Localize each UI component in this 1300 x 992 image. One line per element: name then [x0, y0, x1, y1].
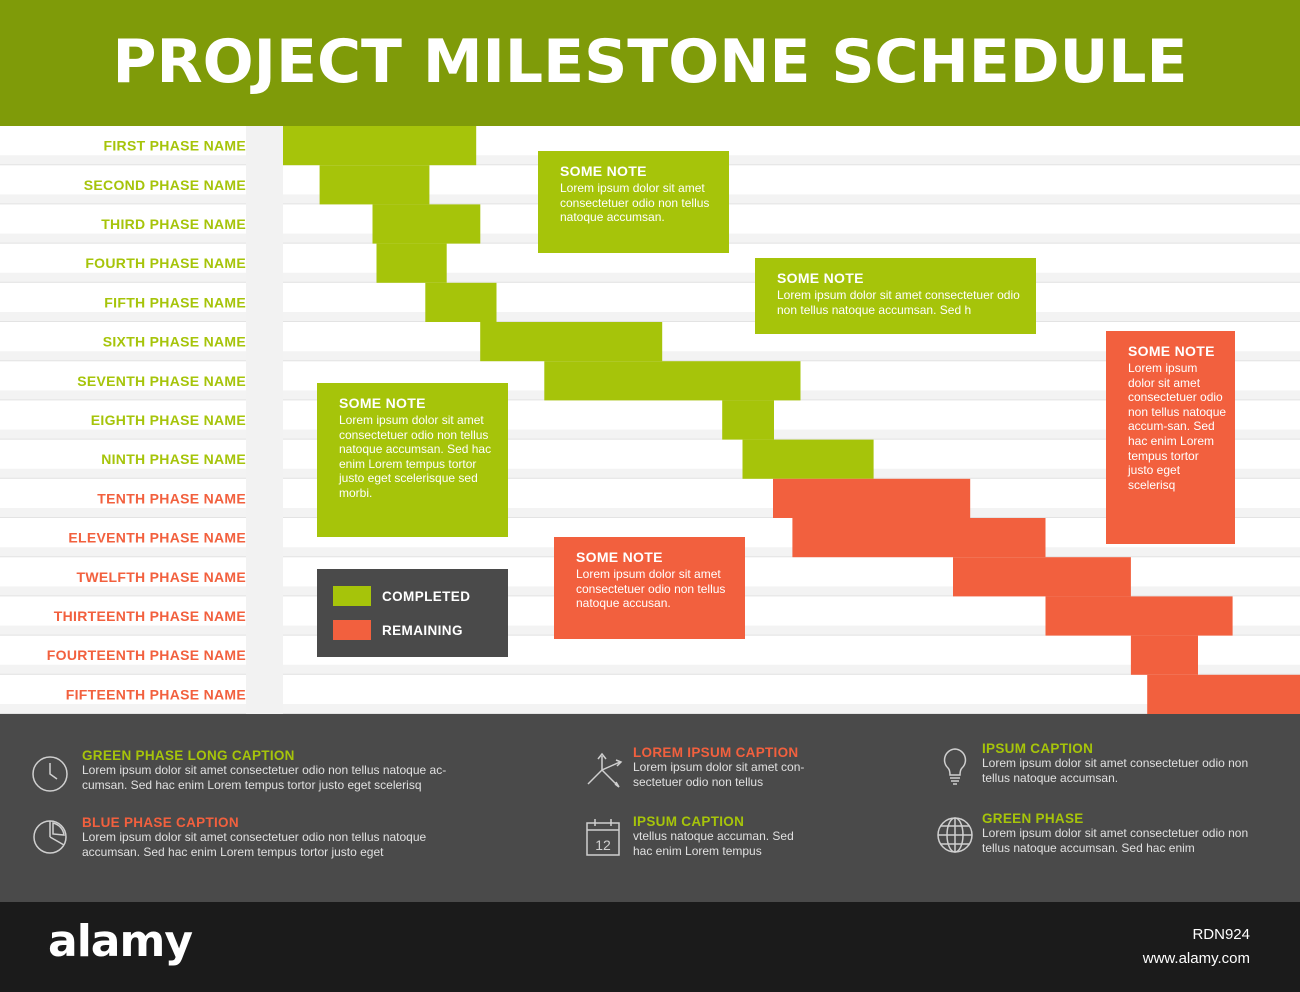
caption-title: BLUE PHASE CAPTION	[82, 815, 239, 830]
note-title: SOME NOTE	[339, 395, 426, 411]
legend-swatch-completed	[333, 586, 371, 606]
footer-caption-2: BLUE PHASE CAPTION Lorem ipsum dolor sit…	[82, 815, 462, 860]
caption-text: Lorem ipsum dolor sit amet con-sectetuer…	[633, 760, 805, 789]
legend-label-remaining: REMAINING	[382, 623, 463, 638]
gantt-bar	[425, 282, 497, 322]
gantt-bar	[1045, 596, 1233, 636]
phase-label: FIRST PHASE NAME	[104, 138, 246, 154]
note-title: SOME NOTE	[560, 163, 647, 179]
note-title: SOME NOTE	[777, 270, 864, 286]
phase-label: TWELFTH PHASE NAME	[76, 569, 246, 585]
phase-label: FIFTH PHASE NAME	[104, 294, 246, 310]
site-url: www.alamy.com	[1142, 950, 1250, 967]
row-band	[0, 704, 1300, 714]
phase-label: SIXTH PHASE NAME	[103, 334, 246, 350]
image-id: RDN924	[1192, 926, 1250, 943]
row-band	[0, 312, 1300, 322]
phase-label: FOURTEENTH PHASE NAME	[47, 647, 246, 663]
row-band	[0, 508, 1300, 518]
note-text: Lorem ipsum dolor sit amet consectetuer …	[560, 181, 710, 225]
phase-label: FIFTEENTH PHASE NAME	[66, 686, 246, 702]
legend-label-completed: COMPLETED	[382, 589, 471, 604]
row-band	[0, 429, 1300, 440]
calendar-icon: 12	[584, 817, 622, 862]
chart-legend: COMPLETED REMAINING	[317, 569, 508, 657]
note-box-4: SOME NOTE Lorem ipsum dolor sit amet con…	[554, 537, 745, 639]
row-band	[0, 468, 1300, 479]
gantt-bar	[544, 361, 801, 401]
calendar-number: 12	[595, 837, 611, 853]
gantt-bar	[480, 322, 663, 362]
caption-title: IPSUM CAPTION	[633, 814, 745, 829]
watermark-strip: alamy RDN924 www.alamy.com	[0, 902, 1300, 992]
note-box-5: SOME NOTE Lorem ipsum dolor sit amet con…	[1106, 331, 1235, 544]
gantt-bar	[773, 478, 971, 518]
note-title: SOME NOTE	[1128, 343, 1215, 359]
row-band	[0, 272, 1300, 283]
legend-swatch-remaining	[333, 620, 371, 640]
note-box-3: SOME NOTE Lorem ipsum dolor sit amet con…	[317, 383, 508, 537]
phase-label: THIRD PHASE NAME	[101, 216, 246, 232]
note-text: Lorem ipsum dolor sit amet consectetuer …	[576, 567, 726, 611]
label-column-edge	[246, 126, 283, 714]
footer-caption-5: IPSUM CAPTION Lorem ipsum dolor sit amet…	[982, 741, 1272, 786]
footer-caption-6: GREEN PHASE Lorem ipsum dolor sit amet c…	[982, 811, 1272, 856]
gantt-bar	[283, 126, 477, 166]
note-text: Lorem ipsum dolor sit amet consectetuer …	[1128, 361, 1227, 492]
gantt-chart: FIRST PHASE NAME SECOND PHASE NAME THIRD P…	[0, 126, 1300, 714]
phase-label: THIRTEENTH PHASE NAME	[54, 608, 246, 624]
gantt-bar	[792, 518, 1046, 558]
phase-label: ELEVENTH PHASE NAME	[68, 530, 246, 546]
gantt-bar	[372, 204, 481, 244]
caption-text: vtellus natoque accuman. Sed hac enim Lo…	[633, 829, 794, 858]
caption-title: GREEN PHASE	[982, 811, 1084, 826]
caption-text: Lorem ipsum dolor sit amet consectetuer …	[82, 763, 447, 792]
phase-label: FOURTH PHASE NAME	[85, 255, 246, 271]
gantt-bar	[1130, 635, 1198, 675]
caption-text: Lorem ipsum dolor sit amet consectetuer …	[982, 756, 1249, 785]
gantt-bar	[742, 439, 874, 479]
label-column	[0, 126, 283, 714]
caption-text: Lorem ipsum dolor sit amet consectetuer …	[982, 826, 1249, 855]
globe-icon	[935, 815, 975, 860]
footer-captions: GREEN PHASE LONG CAPTION Lorem ipsum dol…	[0, 714, 1300, 902]
gantt-bar	[319, 165, 430, 205]
caption-title: LOREM IPSUM CAPTION	[633, 745, 799, 760]
lightbulb-icon	[936, 746, 974, 791]
row-band	[0, 664, 1300, 675]
arrows-icon	[584, 750, 624, 795]
phase-label: SECOND PHASE NAME	[84, 177, 246, 193]
pie-chart-icon	[31, 818, 69, 861]
gantt-bar	[1147, 674, 1300, 714]
brand-logo: alamy	[48, 916, 193, 967]
footer-caption-4: IPSUM CAPTION vtellus natoque accuman. S…	[633, 814, 808, 859]
footer-caption-1: GREEN PHASE LONG CAPTION Lorem ipsum dol…	[82, 748, 482, 793]
gantt-bar	[722, 400, 774, 440]
gantt-bar	[376, 243, 447, 283]
clock-icon	[31, 755, 69, 798]
phase-label: SEVENTH PHASE NAME	[77, 373, 246, 389]
note-text: Lorem ipsum dolor sit amet consectetuer …	[339, 413, 492, 500]
note-box-1: SOME NOTE Lorem ipsum dolor sit amet con…	[538, 151, 729, 253]
footer-caption-3: LOREM IPSUM CAPTION Lorem ipsum dolor si…	[633, 745, 833, 790]
phase-label: EIGHTH PHASE NAME	[91, 412, 246, 428]
phase-label: NINTH PHASE NAME	[101, 451, 246, 467]
caption-text: Lorem ipsum dolor sit amet consectetuer …	[82, 830, 427, 859]
phase-label: TENTH PHASE NAME	[97, 490, 246, 506]
note-text: Lorem ipsum dolor sit amet consectetuer …	[777, 288, 1020, 317]
note-box-2: SOME NOTE Lorem ipsum dolor sit amet con…	[755, 258, 1036, 334]
header-banner: PROJECT MILESTONE SCHEDULE	[0, 0, 1300, 126]
caption-title: GREEN PHASE LONG CAPTION	[82, 748, 295, 763]
caption-title: IPSUM CAPTION	[982, 741, 1094, 756]
gantt-bar	[953, 557, 1131, 597]
page-title: PROJECT MILESTONE SCHEDULE	[112, 27, 1188, 97]
note-title: SOME NOTE	[576, 549, 663, 565]
